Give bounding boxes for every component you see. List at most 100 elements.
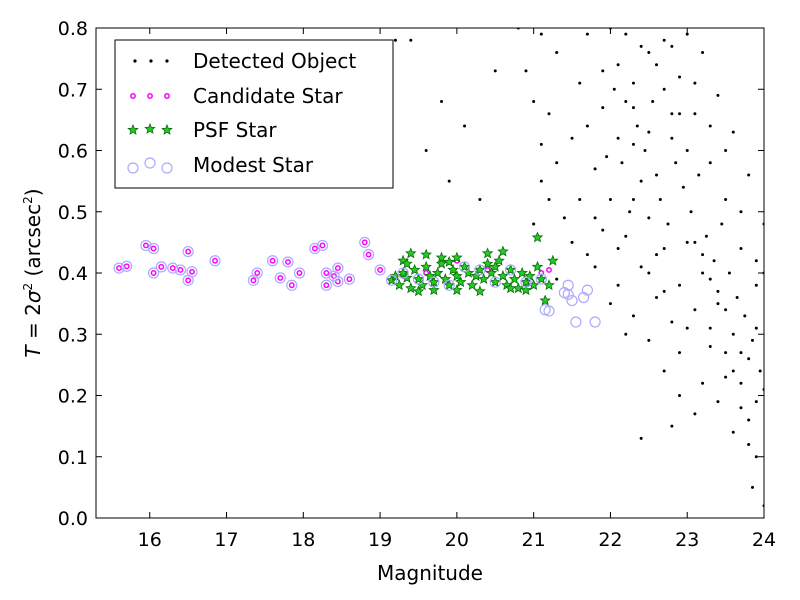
detected-point (570, 240, 574, 244)
y-tick-label: 0.7 (58, 79, 88, 101)
detected-point (754, 283, 758, 287)
modest-point (581, 284, 594, 296)
psf-point (451, 251, 463, 263)
detected-point (639, 44, 643, 48)
psf-point (489, 276, 502, 288)
detected-point (631, 198, 635, 201)
detected-point (631, 314, 635, 318)
detected-point (585, 32, 589, 36)
detected-point (681, 185, 685, 189)
detected-point (693, 240, 697, 244)
detected-point (670, 112, 674, 116)
candidate-point (546, 266, 552, 273)
modest-point (520, 276, 532, 288)
modest-point (566, 294, 578, 307)
psf-point (477, 273, 490, 285)
detected-point (647, 51, 651, 54)
candidate-point (319, 242, 326, 249)
detected-point (547, 112, 551, 116)
psf-point (474, 263, 486, 275)
legend: Detected Object Candidate Star PSF Star … (114, 39, 394, 189)
psf-point (539, 294, 551, 306)
modest-point (562, 279, 574, 291)
candidate-point (185, 248, 192, 255)
y-tick-label: 0.6 (58, 141, 88, 163)
detected-point (605, 155, 609, 159)
detected-point (712, 259, 716, 263)
legend-item-detected: Detected Object (133, 49, 356, 73)
candidate-point (150, 270, 157, 276)
detected-point (743, 314, 747, 318)
detected-point (570, 136, 574, 140)
modest-point (332, 262, 344, 274)
candidate-point (169, 265, 176, 272)
psf-point (431, 266, 444, 278)
detected-point (555, 161, 559, 165)
detected-point (685, 32, 689, 36)
detected-point (655, 296, 659, 299)
detected-point (493, 69, 497, 73)
x-tick-label: 20 (445, 529, 469, 551)
detected-point (666, 222, 670, 226)
detected-point (693, 81, 697, 85)
detected-point (662, 87, 666, 91)
legend-item-psf: PSF Star (127, 118, 277, 142)
legend-label-candidate: Candidate Star (193, 84, 343, 108)
modest-point (474, 264, 486, 276)
detected-point (547, 198, 551, 201)
detected-point (689, 210, 693, 214)
detected-point (612, 87, 616, 91)
modest-point (505, 264, 517, 276)
detected-point (578, 81, 582, 85)
detected-point (747, 173, 751, 177)
detected-point (754, 455, 758, 459)
candidate-point (123, 263, 130, 270)
psf-point (527, 279, 540, 291)
series-modest-star (113, 236, 601, 328)
detected-point (616, 283, 620, 287)
modest-point (274, 272, 286, 284)
modest-point (320, 267, 332, 279)
detected-point (658, 198, 662, 201)
detected-point (655, 253, 659, 257)
detected-point (724, 351, 728, 355)
ticks-layer: 16 17 18 19 20 21 22 23 24 0.0 0.1 0.2 0.3 0.4 0.5 0.6 0… (58, 18, 776, 551)
modest-point (186, 266, 198, 278)
detected-point (685, 149, 689, 152)
psf-point (420, 260, 432, 272)
detected-point (593, 167, 597, 171)
series-layer (113, 28, 764, 508)
detected-point (701, 271, 705, 275)
detected-point (585, 124, 589, 128)
modest-point (397, 267, 409, 279)
modest-point (428, 276, 440, 288)
detected-point (624, 32, 628, 36)
psf-point (504, 263, 517, 275)
modest-point (489, 276, 501, 288)
legend-item-modest: Modest Star (127, 153, 314, 177)
psf-point (405, 282, 417, 294)
detected-point (731, 332, 735, 336)
detected-point (639, 179, 643, 183)
detected-point (593, 265, 597, 269)
detected-point (624, 234, 628, 238)
psf-point (435, 251, 448, 263)
detected-point (601, 69, 605, 73)
modest-point (589, 316, 601, 328)
detected-point (739, 247, 743, 250)
candidate-point (346, 276, 353, 283)
candidate-point (177, 266, 184, 273)
detected-point (701, 253, 705, 257)
detected-point (727, 271, 731, 275)
modest-point (458, 261, 471, 273)
detected-point (731, 369, 735, 373)
psf-point (443, 279, 455, 291)
detected-point (643, 149, 647, 152)
detected-point (697, 173, 701, 177)
psf-point (481, 257, 494, 269)
psf-point (451, 269, 463, 281)
detected-point (754, 326, 758, 330)
detected-point (616, 136, 620, 140)
y-axis-label: T = 2σ2 (arcsec2) (21, 188, 45, 357)
detected-point (678, 351, 682, 355)
